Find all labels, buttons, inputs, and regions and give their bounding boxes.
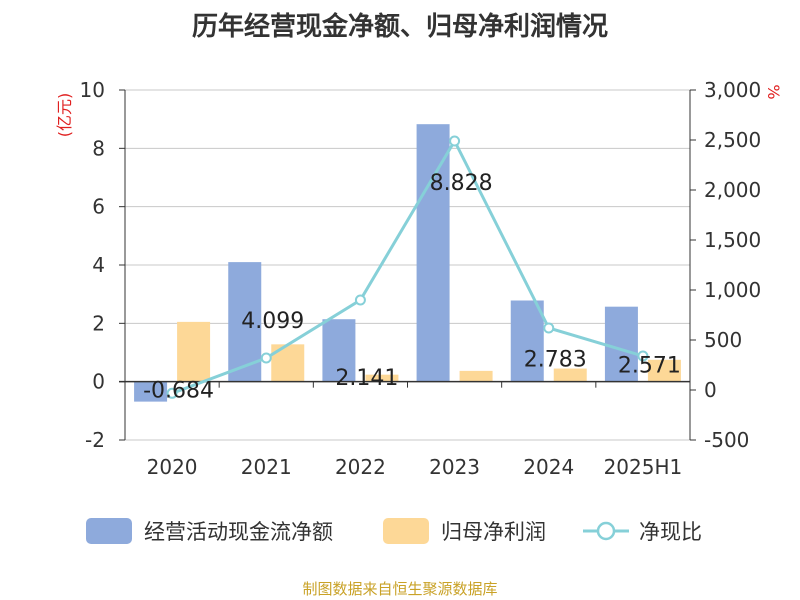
legend-swatch-cash-ratio [583, 521, 629, 541]
data-label-operating-cash-flow: 8.828 [430, 171, 493, 196]
point-cash-ratio [637, 350, 649, 362]
data-label-operating-cash-flow: 2.783 [524, 347, 587, 372]
bar-net-profit [647, 359, 681, 382]
line-cash-ratio [171, 137, 644, 395]
left-axis-tick-label: 0 [92, 370, 105, 394]
point-cash-ratio [260, 352, 272, 364]
legend-item-cash-ratio[interactable]: 净现比 [583, 516, 702, 546]
x-axis-tick-label: 2024 [523, 455, 574, 479]
data-label-operating-cash-flow: 2.571 [618, 354, 681, 379]
point-cash-ratio [166, 387, 178, 399]
legend-swatch-operating-cash-flow [86, 518, 132, 544]
legend-item-net-profit[interactable]: 归母净利润 [383, 516, 546, 546]
legend-label-operating-cash-flow: 经营活动现金流净额 [144, 520, 333, 544]
right-axis-tick-label: 3,000 [704, 78, 761, 102]
point-cash-ratio [354, 294, 366, 306]
x-axis-tick-label: 2025H1 [604, 455, 683, 479]
data-label-operating-cash-flow: 2.141 [335, 366, 398, 391]
left-axis-tick-label: 2 [92, 311, 105, 335]
point-cash-ratio [543, 322, 555, 334]
left-axis-tick-label: -2 [85, 428, 105, 452]
bar-operating-cash-flow [134, 381, 168, 402]
right-axis-tick-label: 2,000 [704, 178, 761, 202]
data-label-operating-cash-flow: 4.099 [241, 309, 304, 334]
source-note: 制图数据来自恒生聚源数据库 [302, 580, 498, 598]
x-axis-tick-label: 2022 [335, 455, 386, 479]
right-axis-tick-label: 0 [704, 378, 717, 402]
legend-label-net-profit: 归母净利润 [441, 520, 546, 544]
bar-net-profit [553, 368, 587, 382]
left-axis-tick-label: 4 [92, 253, 105, 277]
left-axis-tick-label: 8 [92, 136, 105, 160]
left-axis-tick-label: 6 [92, 195, 105, 219]
right-axis-unit-label: % [764, 84, 783, 99]
right-axis-tick-label: -500 [704, 428, 749, 452]
bar-operating-cash-flow [416, 124, 450, 382]
right-axis-tick-label: 1,500 [704, 228, 761, 252]
bar-operating-cash-flow [604, 306, 638, 382]
left-axis-tick-label: 10 [80, 78, 105, 102]
chart-title: 历年经营现金净额、归母净利润情况 [191, 12, 608, 42]
bar-net-profit [459, 370, 493, 382]
x-axis-tick-label: 2020 [147, 455, 198, 479]
legend-item-operating-cash-flow[interactable]: 经营活动现金流净额 [86, 516, 333, 546]
right-axis-tick-label: 2,500 [704, 128, 761, 152]
x-axis-tick-label: 2021 [241, 455, 292, 479]
bar-operating-cash-flow [322, 319, 356, 382]
point-cash-ratio [449, 135, 461, 147]
legend-swatch-net-profit [383, 518, 429, 544]
bar-net-profit [271, 344, 305, 382]
right-axis-tick-label: 1,000 [704, 278, 761, 302]
bar-operating-cash-flow [510, 300, 544, 382]
left-axis-unit-label: (亿元) [55, 93, 74, 138]
x-axis-tick-label: 2023 [429, 455, 480, 479]
right-axis-tick-label: 500 [704, 328, 742, 352]
legend-label-cash-ratio: 净现比 [639, 520, 702, 544]
bar-net-profit [365, 374, 399, 382]
data-label-operating-cash-flow: -0.684 [143, 379, 214, 404]
bar-net-profit [177, 321, 211, 382]
